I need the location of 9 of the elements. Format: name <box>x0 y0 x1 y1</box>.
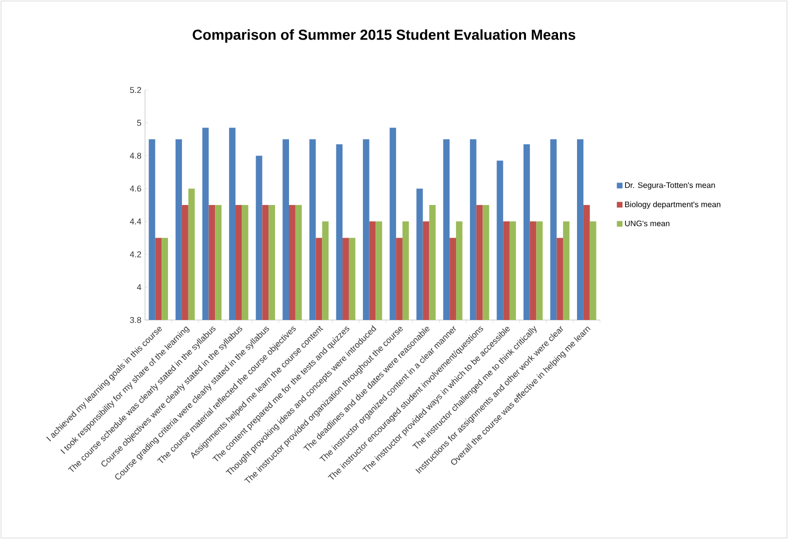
y-tick-label: 3.8 <box>130 317 142 323</box>
y-tick-label: 5.2 <box>130 87 142 93</box>
y-tick-label: 4.2 <box>130 251 142 258</box>
y-tick-label: 4.6 <box>130 186 142 192</box>
chart-title: Comparison of Summer 2015 Student Evaluation Means <box>192 29 576 43</box>
y-tick-label: 4 <box>136 284 142 290</box>
y-tick-label: 5 <box>137 120 142 126</box>
y-tick-label: 4.4 <box>130 218 142 224</box>
y-tick-label: 4.8 <box>130 152 142 159</box>
